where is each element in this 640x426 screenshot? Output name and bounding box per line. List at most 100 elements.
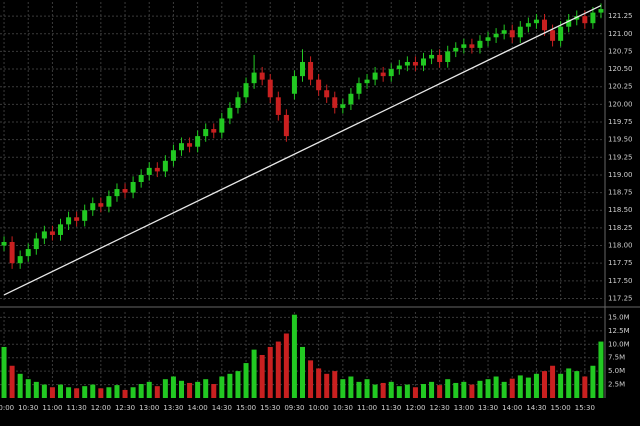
candle-body — [211, 129, 217, 133]
y-tick-label: 117.75 — [608, 259, 633, 267]
x-tick-label: 11:00 — [357, 404, 377, 412]
x-tick-label: 12:00 — [91, 404, 111, 412]
volume-bar — [283, 333, 289, 398]
volume-bar — [179, 380, 184, 398]
volume-bar — [138, 384, 144, 398]
volume-bar — [542, 371, 547, 398]
candle-body — [517, 26, 523, 38]
volume-bar — [114, 385, 120, 398]
candle-body — [259, 72, 265, 80]
volume-bar — [146, 381, 152, 398]
candle-body — [98, 203, 104, 207]
y-tick-label: 117.50 — [608, 277, 633, 285]
volume-bar — [509, 378, 515, 398]
volume-bar — [251, 349, 257, 398]
volume-bar — [316, 368, 322, 398]
volume-bar — [17, 373, 23, 398]
candle-body — [412, 62, 418, 66]
y-tick-label: 118.50 — [608, 206, 633, 214]
volume-bar — [267, 346, 273, 398]
volume-bar — [98, 388, 104, 398]
volume-bar — [501, 381, 507, 398]
volume-bar — [380, 382, 386, 398]
x-tick-label: 10:00 — [309, 404, 329, 412]
volume-bar — [493, 376, 499, 398]
y-tick-label: 120.50 — [608, 65, 633, 73]
volume-bar — [308, 360, 314, 398]
x-tick-label: 14:00 — [188, 404, 208, 412]
y-tick-label: 120.25 — [608, 83, 633, 91]
volume-bar — [550, 365, 556, 398]
candle-body — [82, 210, 88, 221]
volume-bar — [356, 381, 362, 398]
volume-bar — [130, 387, 136, 398]
candle-body — [138, 174, 144, 182]
candle-body — [235, 97, 241, 108]
candle-body — [58, 224, 63, 235]
candle-body — [509, 30, 515, 38]
candle-body — [372, 72, 378, 80]
y-tick-label: 118.00 — [608, 242, 633, 250]
candle-body — [66, 217, 72, 225]
candle-body — [90, 203, 96, 211]
candle-body — [9, 242, 15, 264]
candle-body — [582, 16, 588, 24]
volume-bar — [364, 379, 370, 398]
volume-bar — [332, 371, 338, 398]
volume-bar — [66, 387, 72, 398]
volume-bar — [227, 373, 233, 398]
candle-body — [316, 79, 322, 91]
candle-body — [275, 97, 281, 115]
volume-bar — [477, 380, 483, 398]
candle-body — [146, 167, 152, 175]
volume-bar — [388, 381, 394, 398]
candle-body — [162, 160, 168, 172]
volume-bar — [195, 381, 201, 398]
volume-bar — [235, 371, 241, 398]
volume-bar — [211, 384, 217, 398]
x-tick-label: 09:30 — [284, 404, 304, 412]
x-tick-label: 12:00 — [405, 404, 425, 412]
candle-body — [17, 256, 23, 264]
volume-bar — [41, 384, 47, 398]
y-tick-label: 120.00 — [608, 100, 633, 108]
volume-bar — [154, 386, 160, 398]
candle-body — [170, 150, 176, 161]
x-tick-label: 12:30 — [115, 404, 135, 412]
volume-bar — [33, 381, 39, 398]
volume-bar — [598, 341, 604, 398]
volume-bar — [525, 377, 531, 398]
candle-body — [33, 238, 39, 250]
candle-body — [356, 83, 362, 94]
candle-body — [477, 40, 483, 48]
volume-bar — [49, 387, 55, 398]
x-tick-label: 11:30 — [381, 404, 401, 412]
volume-bar — [574, 371, 580, 398]
candle-body — [453, 47, 459, 52]
volume-bar — [517, 375, 523, 398]
candle-body — [41, 231, 47, 239]
y-tick-label: 121.00 — [608, 30, 633, 38]
x-tick-label: 14:30 — [526, 404, 546, 412]
volume-bar — [348, 376, 354, 398]
volume-bar — [582, 376, 588, 398]
x-tick-label: 13:30 — [163, 404, 183, 412]
candle-body — [445, 51, 451, 62]
candle-body — [525, 23, 531, 27]
y-tick-label: 117.25 — [608, 294, 633, 302]
volume-bar — [566, 368, 572, 398]
x-tick-label: 15:00 — [236, 404, 256, 412]
candle-body — [590, 12, 596, 24]
x-tick-label: 14:30 — [212, 404, 232, 412]
candle-body — [542, 19, 547, 31]
volume-bar — [259, 355, 265, 398]
candle-body — [332, 97, 338, 108]
y-tick-label: 119.75 — [608, 118, 633, 126]
candle-body — [243, 83, 249, 98]
volume-bar — [300, 346, 305, 398]
x-tick-label: 13:00 — [454, 404, 474, 412]
candle-body — [122, 189, 128, 193]
volume-bar — [74, 388, 80, 398]
candle-body — [130, 182, 136, 193]
